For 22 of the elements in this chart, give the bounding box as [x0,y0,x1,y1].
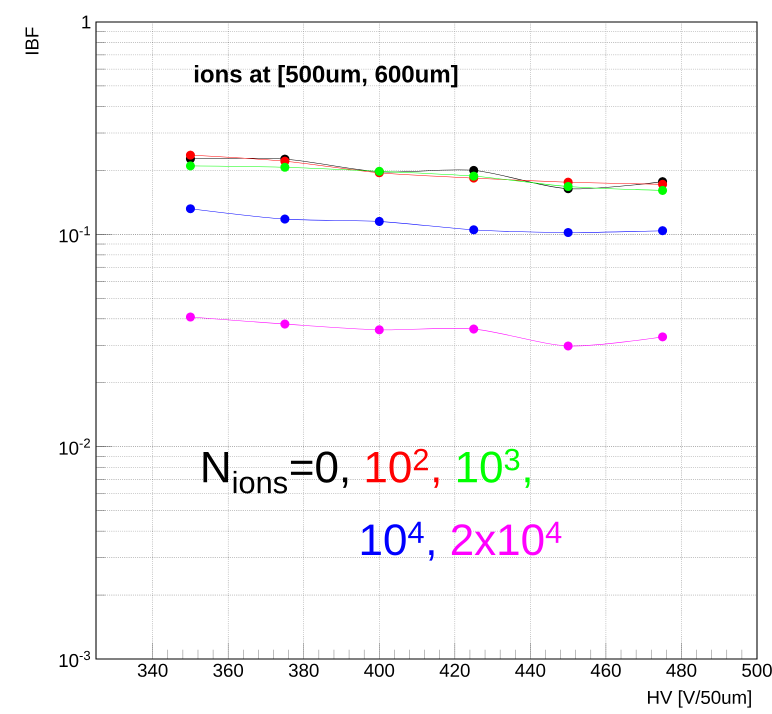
x-tick-label: 460 [590,664,621,677]
y-tick-label: 10$^{-1}$ [60,226,90,242]
y-axis-title: IBF [26,27,38,54]
text: ions at [500um, 600um] [194,64,458,88]
y-tick-label: 10$^{-2}$ [60,438,90,455]
x-tick-label: 420 [440,664,470,677]
text: 10$^{4}$, [362,522,434,561]
text: 10$^{2}$, [366,448,438,488]
y-tick-label: 10$^{-3}$ [60,650,90,668]
text: 2x10$^{4}$ [452,522,562,556]
text: 10$^{3}$, [458,448,530,488]
x-tick-label: 400 [364,664,394,677]
y-tick-label: 1 [82,16,90,28]
x-axis-title: HV [V/50um] [648,690,751,708]
x-tick-label: 380 [288,664,319,677]
text: 0, [316,452,348,488]
legend-title: N$_{ions}$= [203,452,312,494]
x-tick-label: 500 [742,664,772,677]
x-tick-label: 480 [666,664,696,677]
x-tick-label: 440 [515,664,546,677]
x-tick-label: 360 [213,664,244,677]
x-tick-label: 340 [138,664,168,677]
